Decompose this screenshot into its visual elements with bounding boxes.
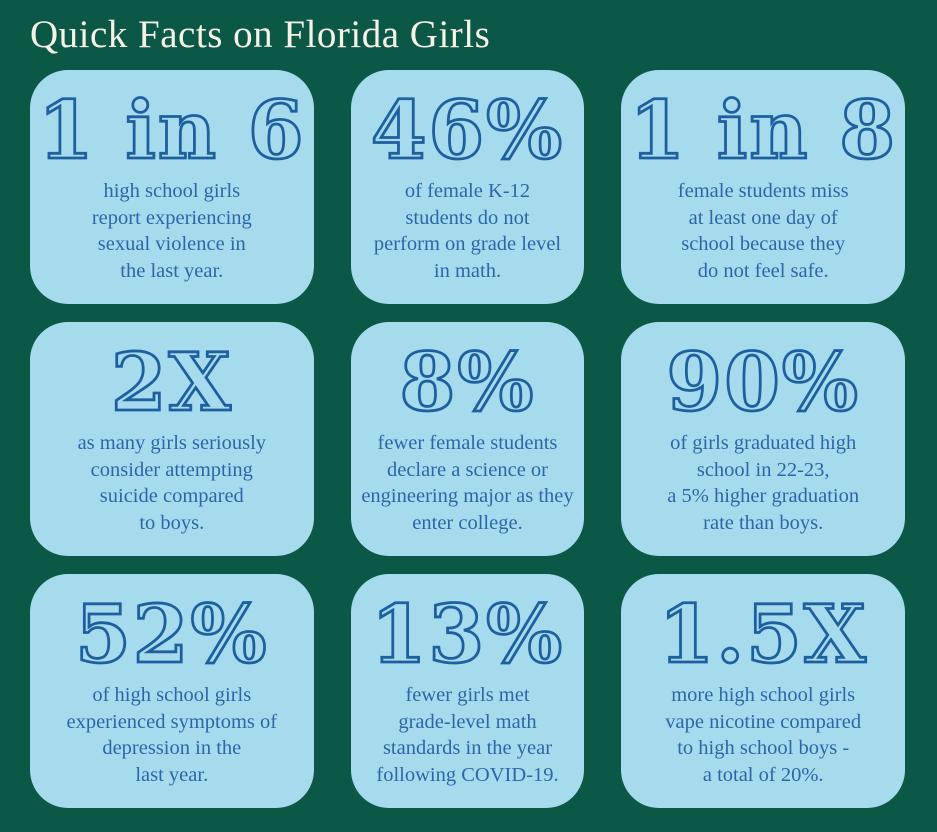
stat-value: 90% [665, 335, 860, 429]
stat-value: 46% [369, 83, 565, 177]
stat-value: 2X [110, 335, 233, 429]
stat-card-8-percent: 8% fewer female students declare a scien… [350, 322, 585, 556]
stat-card-52-percent: 52% of high school girls experienced sym… [30, 574, 314, 808]
stat-description: more high school girls vape nicotine com… [665, 684, 862, 786]
stat-description: as many girls seriously consider attempt… [77, 432, 267, 534]
stat-value: 52% [74, 587, 269, 681]
stat-card-1-5x-vape: 1.5X more high school girls vape nicotin… [621, 574, 905, 808]
stat-description: fewer girls met grade-level math standar… [376, 684, 559, 786]
stat-value: 13% [369, 587, 565, 681]
facts-grid: 1 in 6 high school girls report experien… [30, 70, 905, 808]
stat-card-90-percent: 90% of girls graduated high school in 22… [621, 322, 905, 556]
stat-description: fewer female students declare a science … [361, 432, 574, 534]
stat-description: of female K-12 students do not perform o… [373, 180, 562, 282]
stat-description: of girls graduated high school in 22-23,… [667, 432, 860, 534]
stat-value: 1 in 6 [37, 83, 306, 177]
stat-description: high school girls report experiencing se… [91, 180, 252, 282]
stat-description: female students miss at least one day of… [677, 180, 849, 282]
stat-card-2x-suicide: 2X as many girls seriously consider atte… [30, 322, 314, 556]
stat-card-1-in-6: 1 in 6 high school girls report experien… [30, 70, 314, 304]
stat-card-46-percent: 46% of female K-12 students do not perfo… [350, 70, 585, 304]
stat-description: of high school girls experienced symptom… [66, 684, 278, 786]
stat-value: 1.5X [657, 587, 868, 681]
page-title: Quick Facts on Florida Girls [30, 13, 491, 56]
stat-card-13-percent: 13% fewer girls met grade-level math sta… [350, 574, 585, 808]
stat-card-1-in-8: 1 in 8 female students miss at least one… [621, 70, 905, 304]
stat-value: 1 in 8 [628, 83, 897, 177]
stat-value: 8% [398, 335, 536, 429]
